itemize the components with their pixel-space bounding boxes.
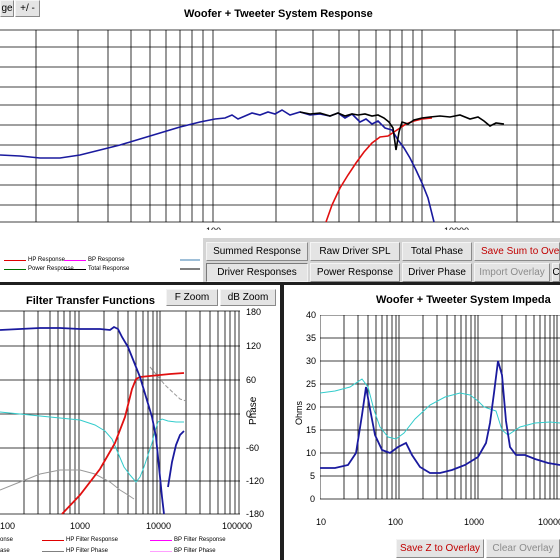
legend-hp-filter-phase: HP Filter Phase: [42, 548, 108, 554]
c-button[interactable]: C: [552, 263, 560, 282]
ohms-axis-label: Ohms: [294, 400, 304, 425]
y-tick-5: 5: [310, 471, 316, 481]
page-button[interactable]: ge: [0, 0, 14, 17]
x-tick-100000: 100000: [222, 521, 253, 531]
power-response-button[interactable]: Power Response: [310, 263, 400, 282]
legend-hp-filter-response: HP Filter Response: [42, 537, 118, 543]
chart-gridlines: [0, 29, 560, 223]
filter-transfer-title: Filter Transfer Functions: [26, 295, 155, 307]
legend-bp-filter-response: BP Filter Response: [150, 537, 226, 543]
y-tick-25: 25: [306, 379, 317, 389]
panel-separator: [0, 282, 560, 285]
x-tick-100: 100: [388, 517, 404, 527]
save-sum-to-overlay-button[interactable]: Save Sum to Over: [474, 242, 560, 261]
raw-driver-spl-button[interactable]: Raw Driver SPL: [310, 242, 400, 261]
legend-bp-filter-phase: BP Filter Phase: [150, 548, 216, 554]
legend-divider-marks: [180, 259, 200, 270]
y-tick-40: 40: [306, 310, 317, 320]
system-response-chart: 100 10000: [0, 29, 560, 230]
filter-transfer-panel: Filter Transfer Functions F Zoom dB Zoom: [0, 285, 280, 560]
y-tick-0: 0: [310, 494, 316, 504]
phase-tick-180: 180: [246, 307, 262, 317]
legend-woofer-response: onse: [0, 537, 14, 543]
legend-bp-response: BP Response: [64, 257, 125, 263]
woofer-filter-response-curve: [0, 325, 185, 515]
plus-minus-button[interactable]: +/ -: [15, 0, 40, 17]
phase-tick-120: 120: [246, 341, 262, 351]
y-tick-30: 30: [306, 356, 317, 366]
x-tick-10000: 10000: [146, 521, 172, 531]
phase-tick-neg60: -60: [246, 443, 260, 453]
woofer-phase-cyan-curve: [0, 411, 184, 483]
f-zoom-button[interactable]: F Zoom: [166, 289, 218, 306]
phase-tick-0: 0: [246, 409, 252, 419]
phase-tick-60: 60: [246, 375, 257, 385]
summed-response-button[interactable]: Summed Response: [206, 242, 308, 261]
legend-power-response: Power Response: [4, 266, 74, 272]
vertical-divider: [280, 285, 284, 560]
total-phase-button[interactable]: Total Phase: [402, 242, 472, 261]
x-tick-10000: 10000: [444, 226, 469, 230]
x-tick-10000: 10000: [538, 517, 560, 527]
import-overlay-button[interactable]: Import Overlay: [474, 263, 550, 282]
impedance-panel: Woofer + Tweeter System Impeda Ohms 40 3…: [284, 285, 560, 560]
x-tick-100: 100: [0, 521, 16, 531]
x-tick-100: 100: [206, 226, 221, 230]
legend-total-response: Total Response: [64, 266, 129, 272]
x-tick-10: 10: [316, 517, 327, 527]
system-response-title: Woofer + Tweeter System Response: [184, 8, 373, 20]
legend-hp-response: HP Response: [4, 257, 65, 263]
db-zoom-button[interactable]: dB Zoom: [220, 289, 276, 306]
y-tick-15: 15: [306, 425, 317, 435]
clear-overlay-button[interactable]: Clear Overlay: [486, 539, 560, 558]
system-response-panel: ge +/ - Woofer + Tweeter System Response: [0, 0, 560, 282]
y-tick-20: 20: [306, 402, 317, 412]
x-tick-1000: 1000: [464, 517, 485, 527]
filter-transfer-chart: [0, 310, 240, 515]
driver-phase-button[interactable]: Driver Phase: [402, 263, 472, 282]
bp-filter-phase-dashed: [149, 366, 187, 402]
hp-filter-phase-curve: [0, 469, 135, 500]
phase-tick-neg120: -120: [246, 476, 265, 486]
legend-woofer-phase: ase: [0, 548, 10, 554]
x-tick-1000: 1000: [70, 521, 91, 531]
hp-filter-response-curve: [61, 372, 185, 515]
y-tick-35: 35: [306, 333, 317, 343]
impedance-title: Woofer + Tweeter System Impeda: [376, 294, 551, 306]
impedance-chart: [320, 315, 560, 500]
system-impedance-curve: [320, 360, 560, 474]
y-tick-10: 10: [306, 448, 317, 458]
driver-responses-button[interactable]: Driver Responses: [206, 263, 308, 282]
total-response-curve: [299, 111, 505, 151]
save-z-to-overlay-button[interactable]: Save Z to Overlay: [396, 539, 484, 558]
phase-tick-neg180: -180: [246, 509, 265, 519]
